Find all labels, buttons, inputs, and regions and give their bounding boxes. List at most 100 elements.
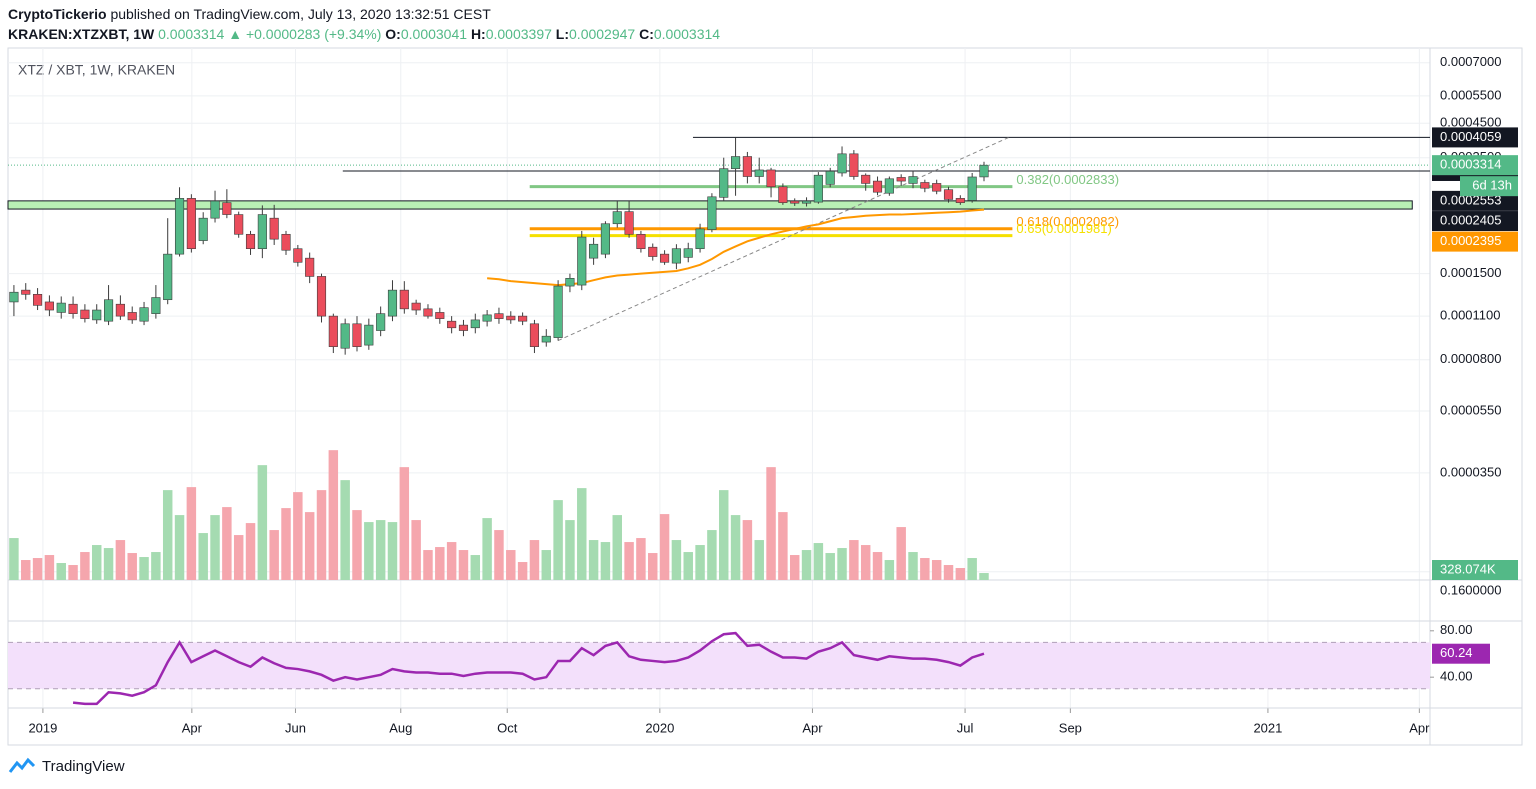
candle-body [932,183,942,192]
volume-bar [340,480,350,580]
volume-bar [80,552,90,580]
y-tick-label: 40.00 [1440,669,1473,684]
candle-body [174,198,185,255]
last: 0.0003314 [158,26,225,42]
volume-bar [908,552,918,580]
candle-body [790,200,800,204]
candle-body [482,314,492,322]
rsi-line [72,631,985,706]
candle-body [411,302,421,311]
volume-bar [884,560,895,580]
volume-bar [198,533,208,580]
x-tick-label: Apr [802,720,823,735]
change: +0.0000283 (+9.34%) [245,26,382,42]
candle-body [115,303,125,317]
volume-bar [719,490,729,580]
candle-body [671,248,681,264]
y-tick-label: 0.0005500 [1440,87,1501,102]
rsi-band [8,642,1430,689]
volume-bar [21,560,31,580]
brand: TradingView [42,757,125,775]
candle-body [163,253,173,301]
candle-body [305,257,315,277]
x-tick-label: 2020 [645,720,674,735]
x-tick-label: Jun [285,720,306,735]
candle-body [293,248,303,263]
candle-body [506,315,516,321]
x-tick-label: 2019 [28,720,57,735]
level-tag: 0.0004059 [1440,129,1501,144]
volume-bar [494,530,504,580]
y-tick-label: 0.0007000 [1440,54,1501,69]
volume-bar [778,512,788,580]
candle-body [742,156,752,177]
frame [7,47,1523,746]
candle-body [979,164,989,178]
candle-body [494,313,504,319]
volume-bar [789,555,800,580]
candle-body [967,176,977,201]
volume-bar [825,553,835,580]
countdown-bg [1460,176,1518,197]
candle-body [589,243,599,259]
candle-body [920,182,930,189]
published: published on TradingView.com, July 13, 2… [110,6,491,22]
h: 0.0003397 [485,26,552,42]
volume-bar [269,530,279,580]
candle-body [529,323,540,347]
candle-body [269,217,279,240]
volume-bar [233,535,244,580]
candle-body [683,248,693,258]
x-tick-label: Oct [497,720,518,735]
volume-bar [245,523,256,580]
volume-bar [837,548,847,580]
volume-bar [139,557,149,580]
volume-bar [115,540,126,580]
trend-line [557,136,1010,342]
volume-bar [920,558,930,580]
candle-body [470,319,480,329]
volume-bar [612,515,622,580]
volume-bar [671,540,682,580]
candle-body [719,168,729,198]
candle-body [825,170,835,185]
volume-bar [742,520,753,580]
x-tick-label: Apr [1409,720,1430,735]
volume-tag: 328.074K [1440,561,1496,576]
candle-body [9,291,19,303]
volume-bar [68,565,78,580]
candle-body [127,312,137,321]
candle-body [210,200,220,219]
y-tick-label: 0.0000350 [1440,464,1501,479]
volume-bar [517,562,528,580]
candle-body [56,302,66,313]
header: CryptoTickerio published on TradingView.… [8,4,720,44]
fib-label: 0.618(0.0002082) [1016,214,1119,229]
y-tick-label: 80.00 [1440,622,1473,637]
candle-body [872,180,883,193]
zone-tag: 0.0002405 [1440,212,1501,227]
y-tick-label: 0.0000800 [1440,351,1501,366]
c: 0.0003314 [653,26,721,42]
volume-bar [399,467,410,580]
volume-tag-bg [1432,560,1518,580]
candle-body [553,285,563,338]
footer: TradingView [8,757,125,775]
volume-bar [813,543,824,580]
candle-body [565,278,575,287]
candle-body [186,198,196,250]
volume-bar [588,540,599,580]
volume-bar [979,573,989,580]
author: CryptoTickerio [8,6,107,22]
candle-body [68,303,78,314]
volume-bar [801,550,812,580]
candle-body [731,156,741,169]
volume-bar [387,522,398,580]
candle-body [908,176,918,184]
candle-body [281,233,291,251]
c-label: C: [639,26,654,42]
volume-bar [553,500,563,580]
y-tick-label: 0.0004500 [1440,115,1501,130]
candle-body [44,301,54,311]
